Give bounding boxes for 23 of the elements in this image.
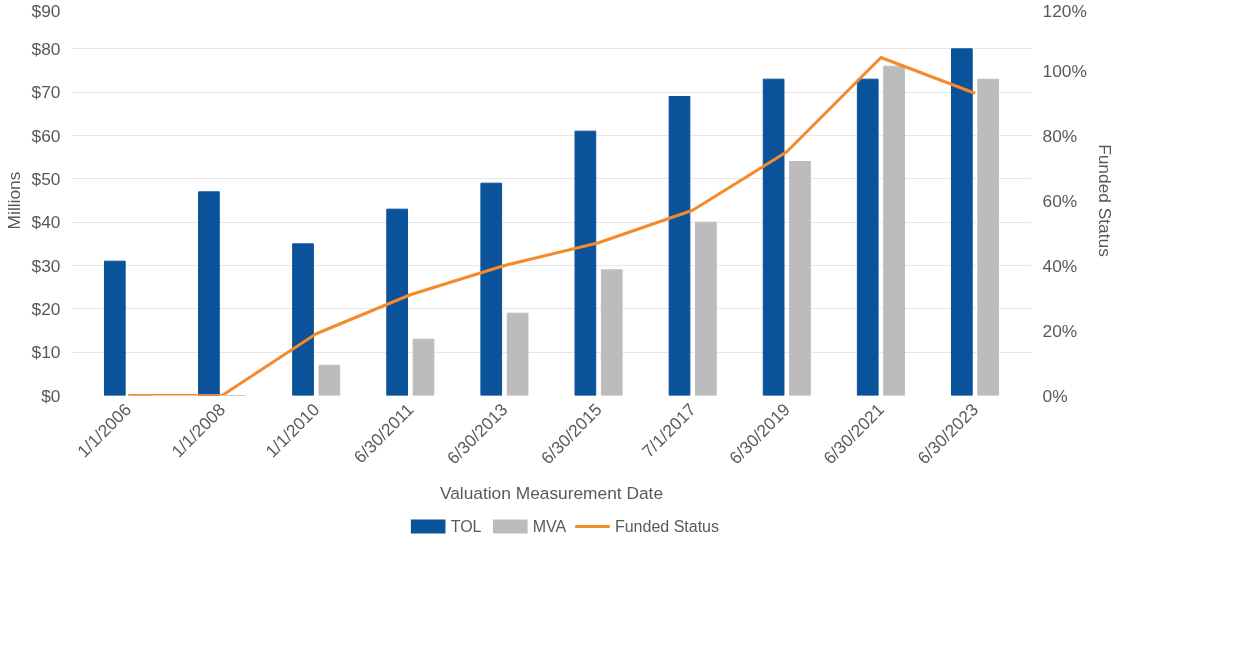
y-tick-label: $30 — [31, 255, 61, 276]
legend-label: MVA — [532, 518, 567, 535]
y2-tick-label: 100% — [1042, 60, 1087, 81]
x-axis-title: Valuation Measurement Date — [439, 483, 664, 504]
y-tick-label: $80 — [31, 38, 61, 59]
y-tick-label: $0 — [41, 385, 61, 406]
y2-tick-label: 60% — [1042, 190, 1078, 211]
y2-axis-title: Funded Status — [1094, 144, 1115, 258]
y-axis-title: Millions — [3, 171, 24, 230]
y-tick-label: $20 — [31, 298, 61, 319]
y-tick-label: $70 — [31, 82, 61, 103]
y-tick-label: $90 — [31, 0, 61, 21]
y2-tick-label: 20% — [1042, 320, 1078, 341]
y2-tick-label: 0% — [1042, 385, 1068, 406]
y2-tick-label: 40% — [1042, 255, 1078, 276]
y-tick-label: $50 — [31, 168, 61, 189]
y-tick-label: $60 — [31, 125, 61, 146]
y-tick-label: $40 — [31, 212, 61, 233]
legend-label: Funded Status — [614, 518, 720, 535]
y2-tick-label: 120% — [1042, 0, 1087, 21]
legend-label: TOL — [450, 518, 482, 535]
y2-tick-label: 80% — [1042, 125, 1078, 146]
y-tick-label: $10 — [31, 342, 61, 363]
